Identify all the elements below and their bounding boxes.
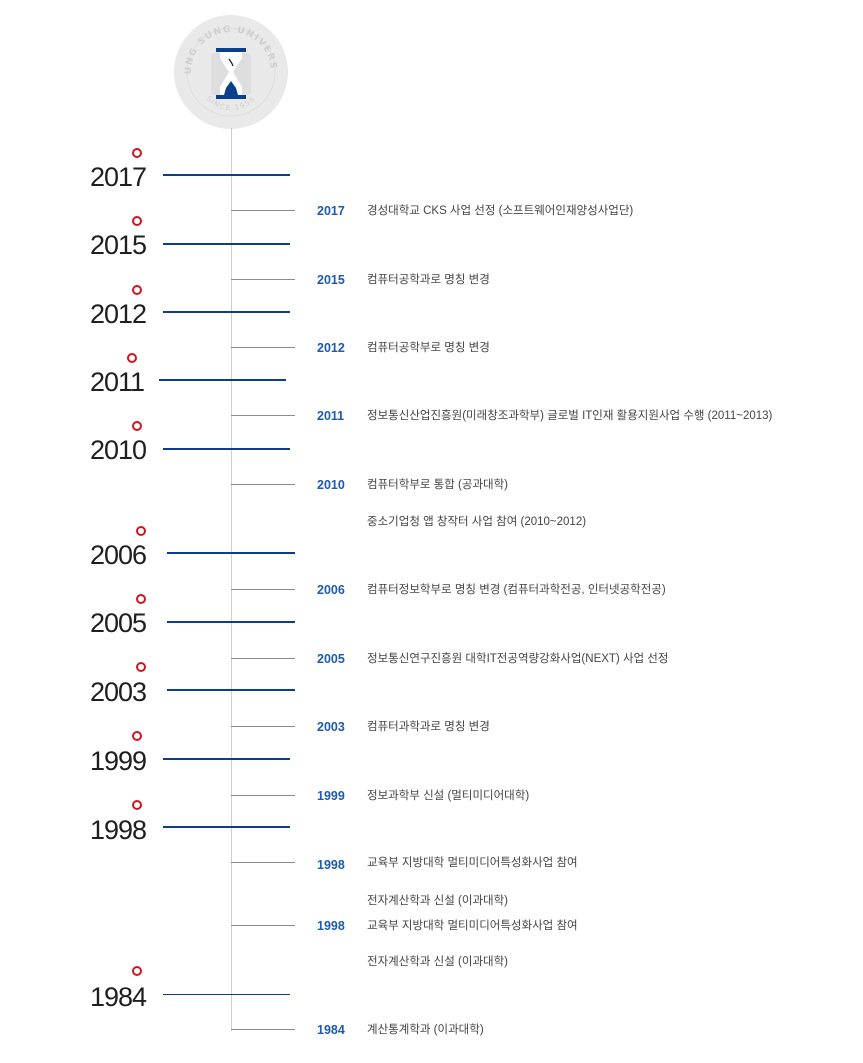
history-entry: 2010 컴퓨터학부로 통합 (공과대학): [231, 475, 851, 495]
year-bar: [167, 552, 295, 554]
year-heading: 2015: [90, 230, 147, 260]
entry-description: 컴퓨터과학과로 명칭 변경: [367, 721, 490, 733]
year-bar: [163, 826, 290, 828]
entry-description-extra: 전자계산학과 신설 (이과대학): [367, 895, 509, 907]
entry-year: 2005: [317, 652, 345, 666]
year-heading: 2011: [90, 367, 145, 397]
year-marker-2005: 2005: [0, 594, 300, 638]
year-bar: [167, 621, 295, 623]
year-marker-2015: 2015: [0, 216, 300, 260]
history-entry: 2006 컴퓨터정보학부로 명칭 변경 (컴퓨터과학전공, 인터넷공학전공): [231, 580, 851, 600]
year-bar: [163, 174, 290, 176]
year-bar: [163, 448, 290, 450]
history-entry: 2003 컴퓨터과학과로 명칭 변경: [231, 717, 851, 737]
entry-year: 2015: [317, 273, 345, 287]
entry-tick: [231, 925, 295, 926]
entry-description-extra: 전자계산학과 신설 (이과대학): [367, 956, 509, 968]
year-marker-2017: 2017: [0, 148, 300, 192]
entry-year: 2012: [317, 341, 345, 355]
entry-description: 경성대학교 CKS 사업 선정 (소프트웨어인재양성사업단): [367, 205, 634, 217]
entry-tick: [231, 415, 295, 416]
entry-tick: [231, 484, 295, 485]
marker-dot: [136, 526, 146, 536]
entry-description: 정보과학부 신설 (멀티미디어대학): [367, 790, 530, 802]
entry-tick: [231, 347, 295, 348]
year-heading: 2017: [90, 162, 147, 192]
year-marker-2012: 2012: [0, 285, 300, 329]
year-marker-1998: 1998: [0, 800, 300, 845]
year-heading: 2012: [90, 299, 147, 329]
university-seal-logo: KYUNG SUNG UNIVERSITY SINCE 1955: [174, 15, 288, 129]
year-marker-1984: 1984: [0, 966, 300, 1012]
timeline-axis: [231, 128, 232, 1031]
entry-tick: [231, 862, 295, 863]
history-entry: 1998 교육부 지방대학 멀티미디어특성화사업 참여: [231, 853, 851, 873]
history-entry: 1999 정보과학부 신설 (멀티미디어대학): [231, 786, 851, 806]
entry-description: 컴퓨터공학과로 명칭 변경: [367, 274, 490, 286]
entry-description-extra: 중소기업청 앱 창작터 사업 참여 (2010~2012): [367, 516, 587, 528]
entry-description: 정보통신연구진흥원 대학IT전공역량강화사업(NEXT) 사업 선정: [367, 653, 669, 665]
entry-tick: [231, 795, 295, 796]
entry-year: 1998: [317, 919, 345, 933]
entry-year: 2011: [317, 409, 345, 423]
history-entry: 2005 정보통신연구진흥원 대학IT전공역량강화사업(NEXT) 사업 선정: [231, 649, 851, 669]
history-entry: 2011 정보통신산업진흥원(미래창조과학부) 글로벌 IT인재 활용지원사업 …: [231, 406, 851, 426]
year-bar: [167, 689, 295, 691]
entry-tick: [231, 658, 295, 659]
entry-description: 교육부 지방대학 멀티미디어특성화사업 참여: [367, 920, 578, 932]
year-bar: [163, 311, 290, 313]
year-bar: [159, 379, 286, 381]
entry-tick: [231, 1029, 295, 1030]
year-marker-2011: 2011: [0, 353, 300, 397]
year-heading: 1984: [90, 982, 147, 1012]
entry-tick: [231, 279, 295, 280]
entry-year: 2003: [317, 720, 345, 734]
year-bar: [163, 243, 290, 245]
entry-description: 컴퓨터공학부로 명칭 변경: [367, 342, 490, 354]
marker-dot: [132, 285, 142, 295]
entry-year: 2010: [317, 478, 345, 492]
marker-dot: [132, 421, 142, 431]
marker-dot: [132, 148, 142, 158]
entry-year: 1999: [317, 789, 345, 803]
marker-dot: [132, 216, 142, 226]
history-entry: 2017 경성대학교 CKS 사업 선정 (소프트웨어인재양성사업단): [231, 201, 851, 221]
entry-year: 1998: [317, 858, 345, 872]
marker-dot: [132, 731, 142, 741]
year-bar: [163, 758, 290, 760]
history-entry: 1998 교육부 지방대학 멀티미디어특성화사업 참여: [231, 916, 851, 936]
year-heading: 1998: [90, 815, 147, 845]
entry-tick: [231, 210, 295, 211]
year-heading: 2005: [90, 608, 147, 638]
entry-description: 컴퓨터정보학부로 명칭 변경 (컴퓨터과학전공, 인터넷공학전공): [367, 584, 666, 596]
marker-dot: [132, 966, 142, 976]
entry-description: 정보통신산업진흥원(미래창조과학부) 글로벌 IT인재 활용지원사업 수행 (2…: [367, 410, 773, 422]
year-marker-1999: 1999: [0, 731, 300, 776]
entry-year: 2017: [317, 204, 345, 218]
entry-tick: [231, 589, 295, 590]
entry-tick: [231, 726, 295, 727]
year-heading: 2006: [90, 540, 147, 570]
history-entry: 2015 컴퓨터공학과로 명칭 변경: [231, 270, 851, 290]
entry-description: 컴퓨터학부로 통합 (공과대학): [367, 479, 509, 491]
entry-description: 계산통계학과 (이과대학): [367, 1024, 484, 1036]
year-marker-2010: 2010: [0, 421, 300, 465]
year-heading: 2003: [90, 677, 147, 707]
year-marker-2006: 2006: [0, 526, 300, 570]
marker-dot: [132, 800, 142, 810]
entry-description: 교육부 지방대학 멀티미디어특성화사업 참여: [367, 857, 578, 869]
marker-dot: [136, 662, 146, 672]
hourglass-icon: KYUNG SUNG UNIVERSITY SINCE 1955: [174, 15, 277, 117]
marker-dot: [127, 353, 137, 363]
year-bar: [163, 994, 290, 995]
entry-year: 2006: [317, 583, 345, 597]
year-heading: 1999: [90, 746, 147, 776]
year-heading: 2010: [90, 435, 147, 465]
history-entry: 2012 컴퓨터공학부로 명칭 변경: [231, 338, 851, 358]
marker-dot: [136, 594, 146, 604]
year-marker-2003: 2003: [0, 662, 300, 707]
entry-year: 1984: [317, 1023, 345, 1037]
history-entry: 1984 계산통계학과 (이과대학): [231, 1020, 851, 1040]
